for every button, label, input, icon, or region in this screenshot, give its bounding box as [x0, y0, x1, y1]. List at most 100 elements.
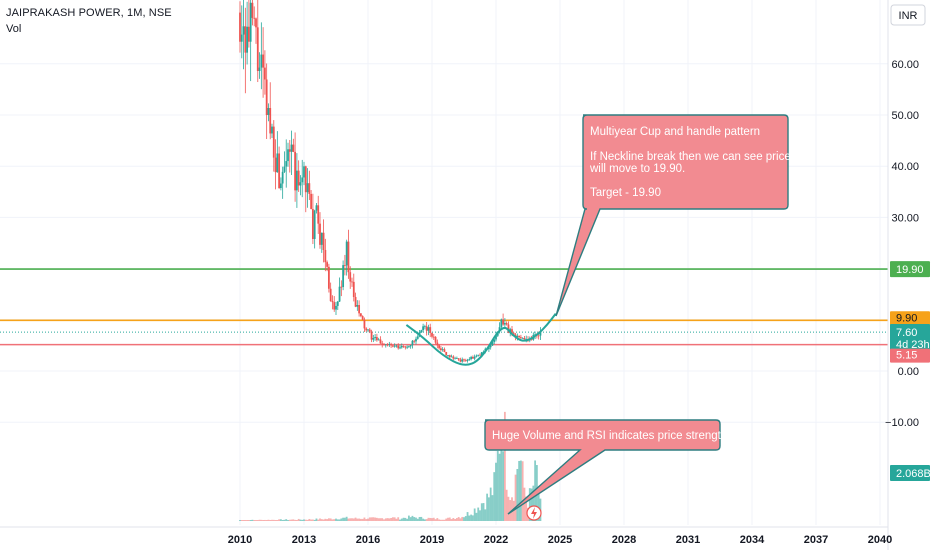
volume-bar — [521, 461, 524, 521]
candle-body — [381, 343, 384, 345]
volume-value-tag-bg — [890, 465, 930, 481]
volume-bar — [326, 519, 329, 521]
candle-body — [285, 161, 288, 167]
candle-body — [315, 205, 318, 211]
currency-button[interactable] — [890, 4, 926, 26]
volume-bar — [415, 517, 417, 521]
volume-bar — [518, 460, 521, 521]
horizontal-lines-layer — [0, 268, 888, 346]
candle-body — [359, 313, 362, 317]
candle-body — [445, 351, 448, 356]
volume-bar — [427, 517, 430, 521]
volume-bar — [294, 519, 297, 521]
candle-body — [487, 347, 490, 350]
candle-body — [388, 344, 391, 346]
candle-body — [464, 360, 467, 362]
volume-bar — [514, 474, 517, 521]
candle-body — [534, 334, 537, 336]
volume-bar — [471, 515, 474, 521]
volume-bar — [352, 518, 355, 521]
volume-bar — [278, 519, 281, 521]
volume-bar — [479, 510, 481, 521]
candle-body — [311, 208, 314, 239]
volume-bar — [537, 490, 540, 521]
volume-bar — [365, 519, 368, 521]
volume-bar — [311, 519, 314, 521]
volume-bar — [459, 518, 462, 521]
volume-bar — [455, 518, 458, 521]
candle-body — [343, 265, 346, 266]
volume-bar — [432, 517, 435, 521]
volume-bar — [356, 518, 359, 521]
volume-bar — [423, 519, 426, 521]
symbol-title[interactable]: JAIPRAKASH POWER, 1M, NSE — [6, 7, 172, 19]
volume-bar — [335, 518, 337, 521]
candle-body — [420, 330, 423, 333]
candle-body — [249, 2, 252, 42]
volume-bar — [443, 519, 446, 521]
candle-body — [260, 54, 263, 68]
volume-legend-label[interactable]: Vol — [6, 23, 22, 35]
volume-bar — [263, 519, 266, 521]
candle-body — [242, 26, 245, 35]
volume-bar — [343, 517, 346, 521]
candle-body — [335, 305, 337, 310]
candle-body — [365, 328, 368, 331]
volume-bar — [354, 517, 357, 521]
volume-bar — [262, 520, 265, 521]
volume-bar — [489, 487, 492, 521]
candle-body — [463, 359, 465, 361]
candle-body — [279, 183, 282, 189]
volume-bar — [372, 517, 375, 521]
candle-body — [258, 67, 261, 72]
volume-bar — [255, 520, 257, 521]
volume-bar — [425, 519, 428, 521]
volume-bar — [468, 515, 471, 521]
volume-bar — [464, 516, 467, 521]
x-tick-label: 2040 — [868, 534, 892, 546]
countdown-tag: 4d 23h — [896, 339, 930, 351]
candle-body — [482, 351, 485, 353]
candle-body — [434, 336, 437, 343]
candle-body — [377, 339, 380, 341]
candle-body — [439, 348, 442, 351]
candle-body — [333, 302, 336, 310]
candle-body — [516, 335, 519, 338]
volume-bar — [420, 516, 423, 521]
candle-body — [347, 241, 350, 273]
candle-body — [450, 356, 453, 358]
volume-bar — [313, 519, 316, 521]
candle-body — [447, 355, 449, 356]
volume-bar — [281, 520, 284, 521]
candle-body — [427, 327, 430, 331]
volume-bar — [413, 517, 416, 521]
grid-layer — [0, 0, 888, 525]
candle-body — [361, 316, 364, 320]
currency-label: INR — [899, 10, 918, 22]
candle-body — [379, 339, 382, 344]
volume-bar — [525, 496, 528, 521]
volume-bar — [448, 517, 451, 521]
candle-body — [432, 336, 435, 338]
candle-body — [436, 342, 439, 346]
x-tick-label: 2010 — [228, 534, 252, 546]
volume-bar — [267, 519, 270, 521]
volume-bar — [303, 519, 305, 521]
candle-body — [345, 241, 348, 266]
volume-bar — [317, 519, 320, 521]
candle-body — [255, 18, 257, 28]
volume-bar — [397, 517, 400, 521]
volume-bar — [272, 519, 275, 521]
volume-bar — [523, 487, 526, 521]
volume-bar — [283, 519, 286, 521]
volume-bar — [473, 508, 476, 521]
x-tick-label: 2016 — [356, 534, 380, 546]
volume-bar — [441, 519, 444, 521]
x-tick-label: 2034 — [740, 534, 765, 546]
volume-bar — [383, 519, 385, 521]
candle-body — [503, 323, 506, 325]
candle-body — [443, 349, 446, 352]
